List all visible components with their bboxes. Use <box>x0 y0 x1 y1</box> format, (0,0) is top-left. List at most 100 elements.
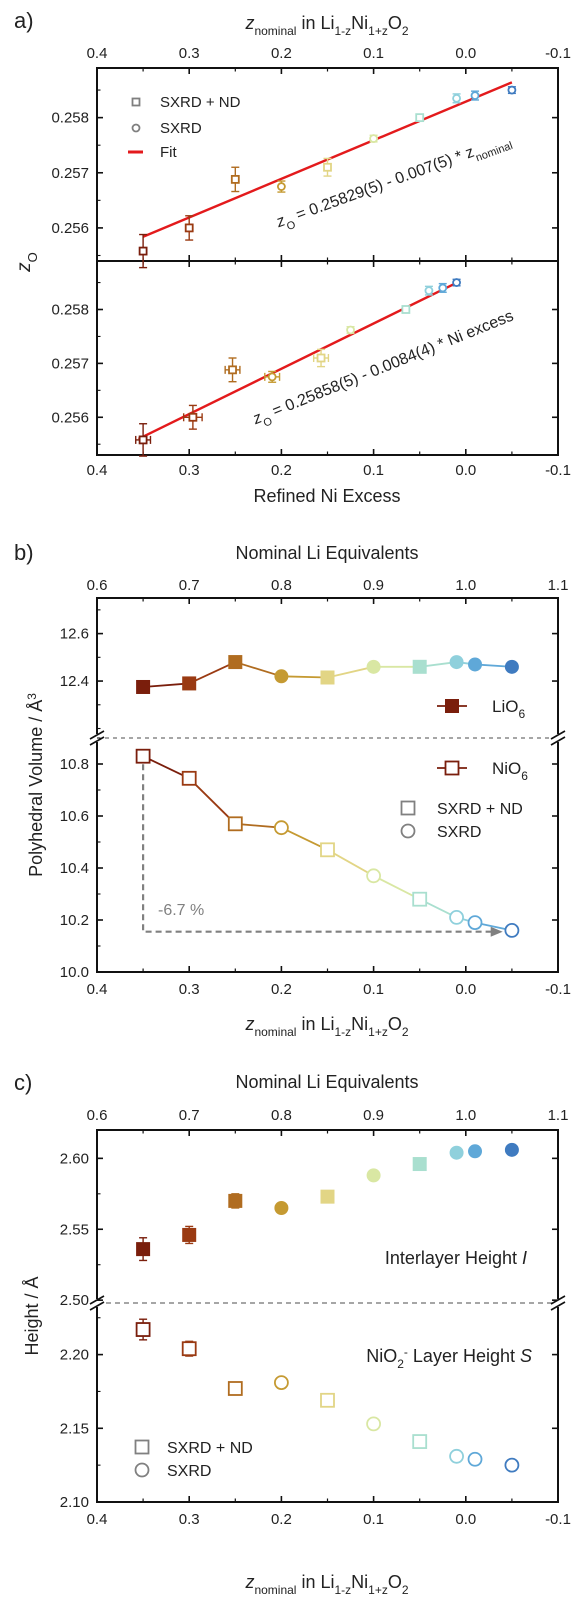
panel-c-ylabel: Height / Å <box>22 1276 42 1355</box>
panel-b-series-segment <box>327 665 374 679</box>
panel-b-data-point <box>412 659 427 674</box>
panel-b-top-xtick-label: 0.9 <box>363 577 384 594</box>
panel-b-legend-label: SXRD + ND <box>437 801 523 818</box>
panel-b-upper-ytick-label: 12.4 <box>60 673 89 690</box>
panel-a-top-xtick-label: 0.1 <box>363 45 384 62</box>
panel-b-top-xtick-label: 0.8 <box>271 577 292 594</box>
panel-c-bottom-xtick-label: 0.2 <box>271 1511 292 1528</box>
panel-b-data-point <box>504 923 520 938</box>
panel-a0-data-point <box>276 182 286 191</box>
panel-c-break-mark <box>550 1301 566 1311</box>
panel-a-top-xtick-label: 0.0 <box>455 45 476 62</box>
panel-b-break-mark <box>550 736 566 746</box>
panel-b-legend-label: SXRD <box>437 824 481 841</box>
panel-c-break-mark <box>89 1301 105 1311</box>
panel-b-data-point <box>274 669 289 684</box>
panel-a0-data-point <box>230 174 240 184</box>
panel-a1-data-point <box>138 435 148 445</box>
panel-b-series-segment <box>142 755 190 780</box>
panel-c-bottom-xtick-label: 0.4 <box>87 1511 108 1528</box>
panel-c-top-xtick-label: 1.0 <box>455 1107 476 1124</box>
panel-c-layer-label-part: - <box>404 1345 408 1359</box>
panel-b-data-point <box>468 657 483 672</box>
panel-b-data-point <box>273 820 289 836</box>
panel-a1-data-point <box>401 305 411 314</box>
panel-b-series-segment <box>235 661 282 678</box>
panel-c-data-point <box>412 1157 427 1172</box>
panel-a-top-xtick-label: 0.4 <box>87 45 108 62</box>
panel-b-legend-label-part: 6 <box>521 769 528 783</box>
panel-b-legend-marker <box>445 699 459 713</box>
panel-a1-data-point <box>316 353 326 363</box>
panel-a-top-axis-label-part: O <box>388 13 402 33</box>
panel-c-lower-ytick-label: 2.20 <box>60 1347 89 1364</box>
panel-b-data-point <box>366 659 381 674</box>
panel-c-bottom-xtick-label: 0.1 <box>363 1511 384 1528</box>
panel-b-top-xtick-label: 1.0 <box>455 577 476 594</box>
panel-b-legend-label-part: 6 <box>518 707 525 721</box>
panel-a1-data-point <box>452 278 461 287</box>
panel-c-data-point <box>227 1381 243 1396</box>
panel-b-data-point <box>320 670 335 685</box>
panel-a-top-axis-label-part: Ni <box>351 13 368 33</box>
panel-c-data-point <box>320 1189 335 1204</box>
panel-a-top-axis-label-part: nominal <box>254 24 296 38</box>
panel-b-ylabel-part: Polyhedral Volume / Å <box>26 700 46 877</box>
panel-b-data-point <box>366 868 382 884</box>
panel-b-annotation-text: -6.7 % <box>158 902 204 919</box>
panel-a0-ytick-label: 0.258 <box>51 110 89 127</box>
panel-b-bottom-xtick-label: -0.1 <box>545 981 571 998</box>
panel-c-bottom-axis-label-part: 1-z <box>335 1583 352 1597</box>
panel-label-b: b) <box>14 540 34 565</box>
panel-c-legend-label: SXRD <box>167 1463 211 1480</box>
panel-a-top-axis-label: znominal in Li1-zNi1+zO2 <box>244 13 408 38</box>
panel-c-upper-ytick-label: 2.55 <box>60 1221 89 1238</box>
panel-a0-data-point <box>470 91 480 100</box>
panel-c-bottom-axis-label-part: Ni <box>351 1572 368 1592</box>
panel-c-lower-ytick-label: 2.15 <box>60 1420 89 1437</box>
panel-a-ylabel-part: z <box>14 262 35 273</box>
panel-b-bottom-xtick-label: 0.4 <box>87 981 108 998</box>
panel-b-data-point <box>504 659 519 674</box>
panel-a-bottom-xtick-label: 0.2 <box>271 462 292 479</box>
panel-b-bottom-axis-label-part: in Li <box>296 1014 334 1034</box>
panel-a-ylabel-part: O <box>25 252 40 262</box>
panel-b-bottom-xtick-label: 0.0 <box>455 981 476 998</box>
panel-b-lower-ytick-label: 10.2 <box>60 912 89 929</box>
panel-c-data-point <box>366 1416 382 1432</box>
panel-a0-data-point <box>138 246 148 256</box>
panel-a1-data-point <box>438 283 448 293</box>
panel-c-top-xtick-label: 0.8 <box>271 1107 292 1124</box>
panel-c-data-point <box>181 1341 197 1357</box>
panel-label-c: c) <box>14 1070 32 1095</box>
panel-a1-data-point <box>346 325 355 335</box>
panel-b-break-mark <box>89 730 105 740</box>
panel-c-data-point <box>504 1142 519 1157</box>
panel-a1-ytick-label: 0.256 <box>51 409 89 426</box>
panel-a0-fit-annotation-part: = 0.25829(5) - 0.007(5) * z <box>290 144 477 226</box>
panel-b-data-point <box>136 679 151 694</box>
panel-b-break-mark <box>550 730 566 740</box>
panel-b-series-segment <box>235 822 282 829</box>
panel-c-bottom-axis-label-part: nominal <box>254 1583 296 1597</box>
panel-c-data-point <box>136 1242 151 1257</box>
panel-a-legend-label: SXRD + ND <box>160 94 241 111</box>
panel-b-ylabel-part: 3 <box>25 693 39 700</box>
panel-c-data-point <box>449 1448 464 1464</box>
panel-a0-data-point <box>184 223 194 233</box>
panel-b-bottom-axis-label-part: z <box>244 1014 254 1034</box>
panel-c-layer-label-part: NiO <box>366 1346 397 1366</box>
panel-b-bottom-axis-label-part: nominal <box>254 1025 296 1039</box>
panel-b-legend-marker <box>444 760 460 776</box>
panel-b-data-point <box>181 770 197 786</box>
panel-b-break-gap <box>552 734 564 742</box>
panel-c-layer-label-part: 2 <box>397 1357 404 1371</box>
panel-c-lower-ytick-label: 2.10 <box>60 1494 89 1511</box>
panel-b-lower-ytick-label: 10.6 <box>60 808 89 825</box>
panel-c-bottom-axis-label-part: z <box>244 1572 254 1592</box>
panel-a-ylabel: zO <box>14 252 40 273</box>
panel-c-interlayer-label-part: Interlayer Height <box>385 1248 522 1268</box>
panel-b-bottom-axis-label-part: O <box>388 1014 402 1034</box>
panel-a-top-xtick-label: 0.3 <box>179 45 200 62</box>
